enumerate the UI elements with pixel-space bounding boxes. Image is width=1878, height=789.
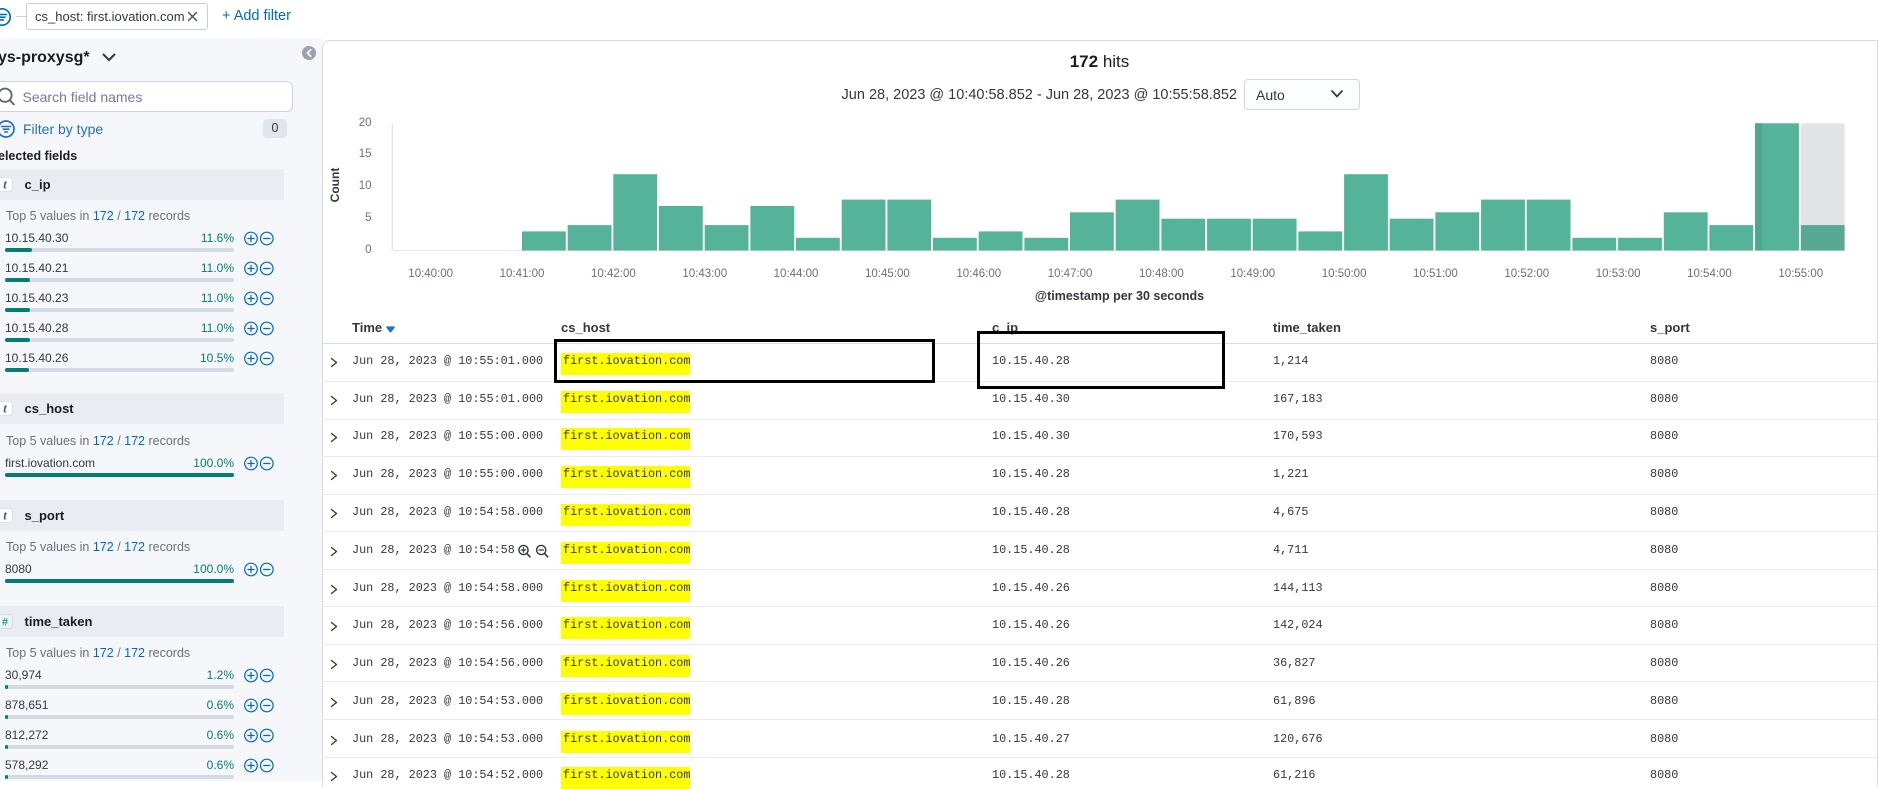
svg-text:t: t xyxy=(3,178,7,192)
svg-text:t: t xyxy=(3,402,7,416)
svg-text:#: # xyxy=(2,617,9,629)
svg-text:t: t xyxy=(3,509,7,523)
